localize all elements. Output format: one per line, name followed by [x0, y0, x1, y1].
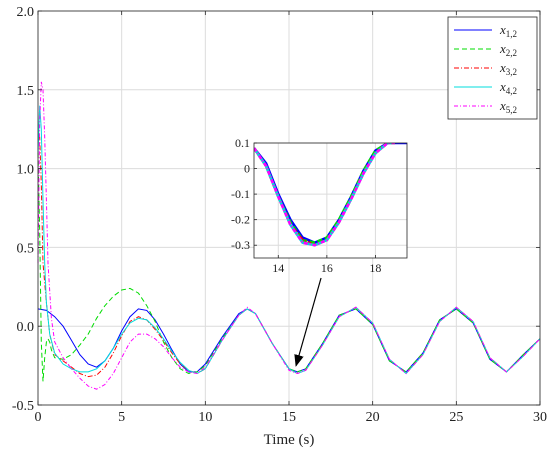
inset-y-tick-label: -0.1	[231, 187, 250, 201]
inset-series-line-x5-2	[254, 143, 395, 247]
legend-label-main: x	[499, 60, 506, 75]
legend-label-main: x	[499, 22, 506, 37]
legend-box	[447, 16, 538, 120]
y-tick-label: 0.0	[17, 320, 35, 335]
series-line-x5-2	[37, 81, 541, 390]
legend: x1,2x2,2x3,2x4,2x5,2	[447, 16, 538, 120]
legend-label-sub: 3,2	[506, 67, 517, 77]
x-axis-label: Time (s)	[264, 432, 315, 448]
series-group	[37, 81, 541, 390]
inset-frame	[253, 142, 408, 259]
legend-label-main: x	[499, 79, 506, 94]
series-line-x1-2	[37, 308, 541, 373]
series-line-x2-2	[37, 152, 541, 382]
x-tick-label: 25	[449, 410, 463, 425]
y-tick-label: 1.5	[17, 84, 35, 99]
inset-y-tick-label: 0	[244, 162, 250, 176]
legend-label: x4,2	[499, 79, 517, 96]
x-tick-label: 0	[35, 410, 42, 425]
legend-label: x2,2	[499, 41, 517, 58]
inset-y-tick-label: -0.2	[231, 213, 250, 227]
legend-label: x1,2	[499, 22, 517, 39]
x-tick-label: 30	[533, 410, 547, 425]
legend-label: x3,2	[499, 60, 517, 77]
y-tick-label: 0.5	[17, 241, 35, 256]
x-tick-label: 10	[198, 410, 212, 425]
inset-series-group	[254, 143, 407, 247]
x-tick-label: 15	[282, 410, 296, 425]
x-tick-label: 20	[366, 410, 380, 425]
legend-label-main: x	[499, 41, 506, 56]
legend-label-sub: 4,2	[506, 86, 517, 96]
legend-label: x5,2	[499, 98, 517, 115]
legend-label-sub: 2,2	[506, 48, 517, 58]
inset-x-tick-label: 16	[321, 261, 333, 275]
legend-label-sub: 5,2	[506, 105, 517, 115]
y-tick-label: 2.0	[17, 5, 35, 20]
inset-y-tick-label: 0.1	[235, 136, 250, 150]
inset-y-tick-label: -0.3	[231, 238, 250, 252]
legend-label-sub: 1,2	[506, 29, 517, 39]
inset-x-tick-label: 18	[369, 261, 381, 275]
legend-label-main: x	[499, 98, 506, 113]
zoom-arrow	[294, 277, 322, 367]
y-tick-label: 1.0	[17, 163, 35, 178]
inset-plot: 14 16 18 -0.3 -0.2 -0.1 0 0.1	[231, 136, 408, 275]
x-tick-label: 5	[118, 410, 125, 425]
ticks: 0 5 10 15 20 25 30 -0.5 0.0 0.5 1.0 1.5 2.0	[12, 5, 547, 425]
inset-background	[254, 143, 407, 258]
y-tick-label: -0.5	[12, 399, 34, 414]
inset-x-tick-label: 14	[272, 261, 284, 275]
inset-series-line-x2-2	[254, 143, 395, 245]
